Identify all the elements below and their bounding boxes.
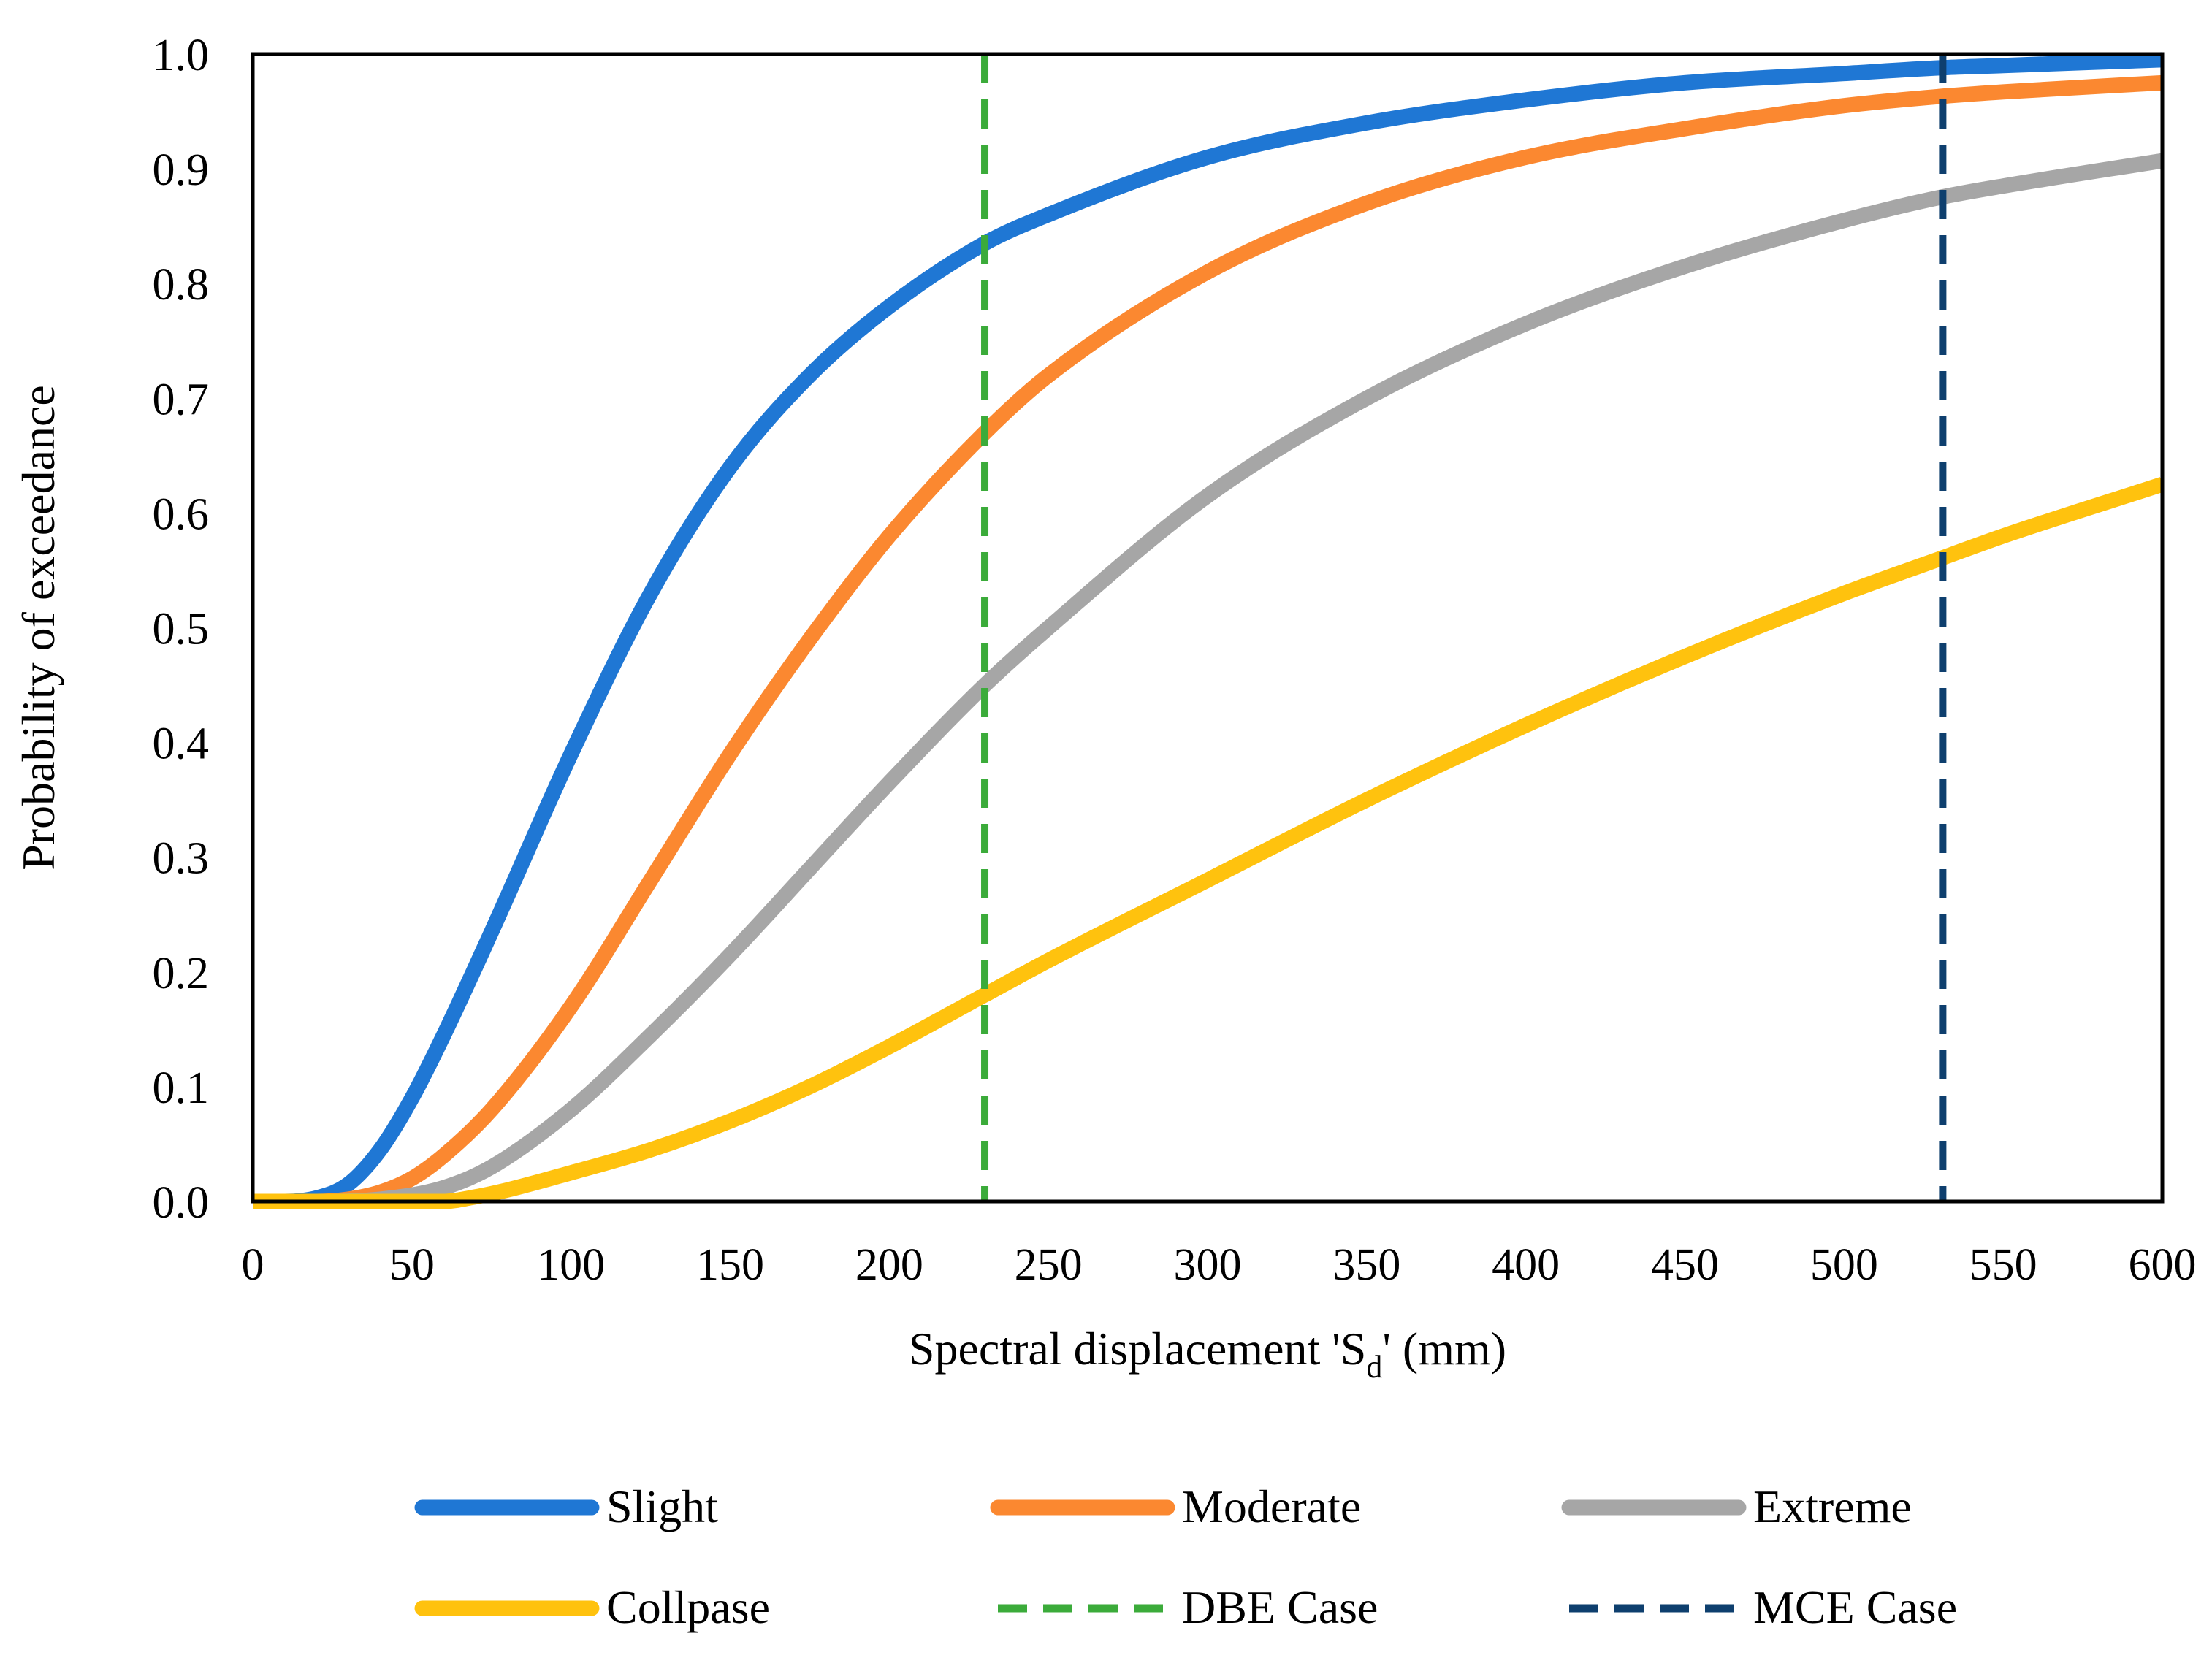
legend-item-extreme: Extreme [1561, 1480, 1912, 1532]
legend: Slight Moderate Extreme Collpase DBE Case MCE… [414, 1480, 1957, 1633]
x-tick-label: 300 [1174, 1240, 1242, 1290]
x-tick-label: 350 [1332, 1240, 1400, 1290]
y-tick-label: 0.6 [153, 489, 210, 539]
x-tick-label: 500 [1810, 1240, 1878, 1290]
y-tick-label: 0.4 [153, 719, 210, 769]
x-tick-label: 250 [1015, 1240, 1083, 1290]
legend-item-mce-case: MCE Case [1569, 1581, 1957, 1633]
legend-label-mce-case: MCE Case [1753, 1581, 1957, 1633]
legend-label-dbe-case: DBE Case [1182, 1581, 1378, 1633]
y-axis-title: Probability of exceedance [12, 385, 64, 871]
x-tick-label: 100 [537, 1240, 605, 1290]
x-tick-label: 200 [855, 1240, 923, 1290]
x-tick-label: 400 [1492, 1240, 1560, 1290]
plot-area [251, 52, 2165, 1209]
plot-frame [251, 52, 2165, 1204]
x-axis-ticks: 0 50 100 150 200 250 300 350 400 450 500 550 600 [242, 1240, 2197, 1290]
y-tick-label: 0.9 [153, 145, 210, 195]
x-tick-label: 550 [1969, 1240, 2037, 1290]
y-tick-label: 0.2 [153, 949, 210, 998]
x-tick-label: 600 [2129, 1240, 2197, 1290]
y-tick-label: 0.0 [153, 1178, 210, 1228]
y-tick-label: 0.3 [153, 834, 210, 884]
x-axis-title: Spectral displacement 'Sd' (mm) [909, 1323, 1506, 1385]
collpase-curve [253, 477, 2162, 1209]
x-tick-label: 150 [696, 1240, 764, 1290]
x-tick-label: 450 [1651, 1240, 1719, 1290]
legend-label-slight: Slight [606, 1480, 718, 1532]
moderate-curve [253, 74, 2162, 1209]
extreme-curve [253, 153, 2162, 1209]
y-tick-label: 0.7 [153, 375, 210, 424]
series-layer [253, 52, 2162, 1209]
legend-label-collpase: Collpase [606, 1581, 770, 1633]
x-tick-label: 0 [242, 1240, 264, 1290]
legend-item-moderate: Moderate [990, 1480, 1361, 1532]
y-tick-label: 0.1 [153, 1063, 210, 1113]
slight-curve [253, 52, 2162, 1209]
y-tick-label: 0.5 [153, 605, 210, 654]
legend-item-dbe-case: DBE Case [998, 1581, 1378, 1633]
legend-label-moderate: Moderate [1182, 1480, 1361, 1532]
legend-item-collpase: Collpase [414, 1581, 770, 1633]
legend-label-extreme: Extreme [1753, 1480, 1912, 1532]
y-tick-label: 0.8 [153, 260, 210, 310]
legend-item-slight: Slight [414, 1480, 718, 1532]
y-tick-label: 1.0 [153, 31, 210, 80]
y-axis-ticks: 0.0 0.1 0.2 0.3 0.4 0.5 0.6 0.7 0.8 0.9 1.0 [153, 31, 210, 1228]
x-tick-label: 50 [389, 1240, 435, 1290]
